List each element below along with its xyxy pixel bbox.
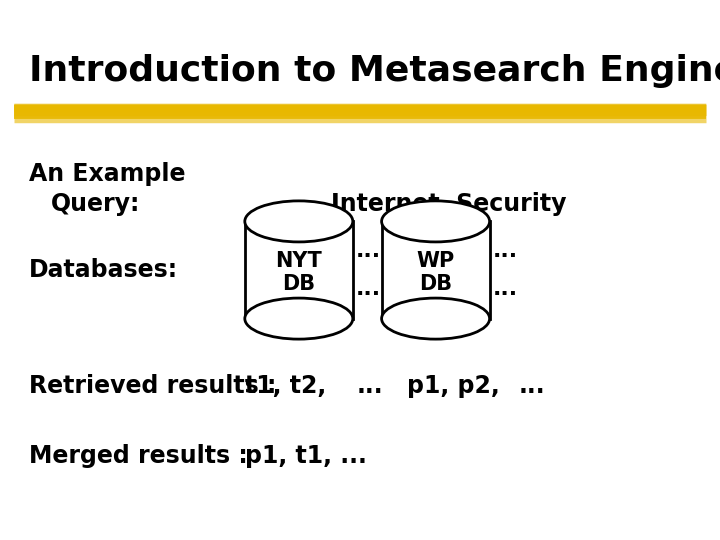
Text: Internet  Security: Internet Security bbox=[331, 192, 567, 215]
Text: ...: ... bbox=[493, 241, 518, 261]
Text: An Example: An Example bbox=[29, 162, 185, 186]
Polygon shape bbox=[245, 221, 353, 319]
Text: Introduction to Metasearch Engine (1): Introduction to Metasearch Engine (1) bbox=[29, 54, 720, 88]
Text: ...: ... bbox=[518, 374, 545, 398]
Text: Merged results :: Merged results : bbox=[29, 444, 248, 468]
Text: Query:: Query: bbox=[50, 192, 140, 215]
Ellipse shape bbox=[245, 298, 353, 339]
Text: ...: ... bbox=[356, 279, 381, 299]
Text: Retrieved results :: Retrieved results : bbox=[29, 374, 276, 398]
Text: p1, t1, ...: p1, t1, ... bbox=[245, 444, 366, 468]
Polygon shape bbox=[382, 221, 490, 319]
Text: Databases:: Databases: bbox=[29, 258, 178, 282]
Text: t1, t2,: t1, t2, bbox=[245, 374, 326, 398]
Text: NYT
DB: NYT DB bbox=[276, 251, 322, 294]
Text: ...: ... bbox=[493, 279, 518, 299]
Text: WP
DB: WP DB bbox=[416, 251, 455, 294]
Ellipse shape bbox=[382, 201, 490, 242]
Ellipse shape bbox=[382, 298, 490, 339]
Text: p1, p2,: p1, p2, bbox=[407, 374, 500, 398]
Text: ...: ... bbox=[356, 374, 383, 398]
Ellipse shape bbox=[245, 201, 353, 242]
Text: ...: ... bbox=[356, 241, 381, 261]
